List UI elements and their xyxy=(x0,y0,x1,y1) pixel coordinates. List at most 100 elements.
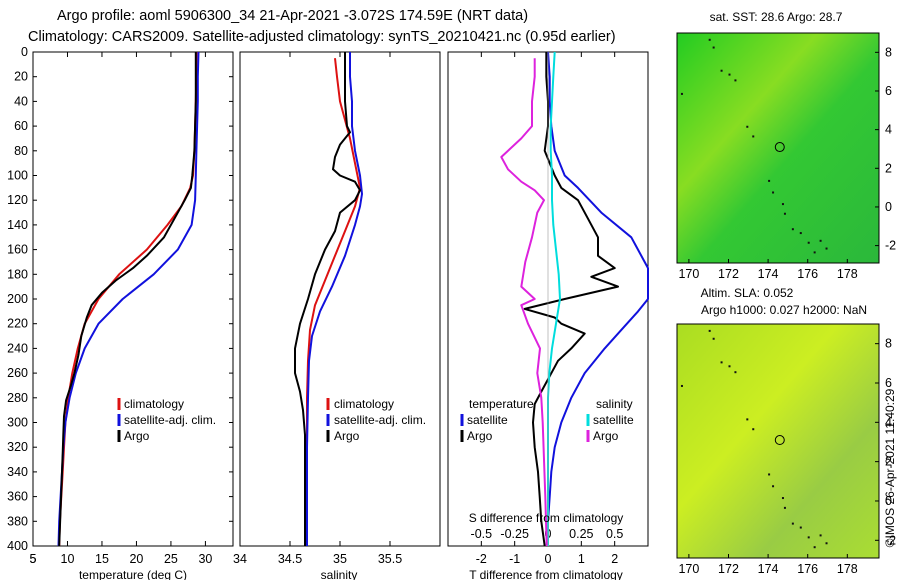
depth-tick-label: 360 xyxy=(7,490,28,504)
series-line-argo xyxy=(58,52,197,547)
legend-argo: Argo xyxy=(124,429,150,443)
legend-climatology: climatology xyxy=(334,397,394,411)
x-tick-label: -2 xyxy=(476,552,487,566)
map-lat-label: 8 xyxy=(885,45,892,59)
island-mark xyxy=(708,329,711,332)
depth-tick-label: 40 xyxy=(14,94,28,108)
island-mark xyxy=(768,473,771,476)
island-mark xyxy=(807,241,810,244)
map-lon-label: 178 xyxy=(837,267,858,281)
depth-tick-label: 60 xyxy=(14,119,28,133)
island-mark xyxy=(772,485,775,488)
s-tick-label: 0.5 xyxy=(606,527,623,541)
depth-tick-label: 280 xyxy=(7,391,28,405)
x-tick-label: 5 xyxy=(30,552,37,566)
depth-tick-label: 240 xyxy=(7,341,28,355)
legend-t-argo: Argo xyxy=(467,429,493,443)
legend-t-satellite: satellite xyxy=(467,413,508,427)
x-tick-label: 0 xyxy=(545,552,552,566)
title-line-1: Argo profile: aoml 5906300_34 21-Apr-202… xyxy=(57,8,528,24)
difference-panel: -2 -1 0 1 2 -0.5 -0.25 0 0.25 0.5 T difference f… xyxy=(447,51,649,580)
map-lon-label: 172 xyxy=(718,267,739,281)
legend-climatology: climatology xyxy=(124,397,184,411)
series-line-t-argo xyxy=(523,52,619,547)
x-tick-label: 34 xyxy=(233,552,247,566)
x-tick-label: 25 xyxy=(164,552,178,566)
difference-series xyxy=(500,51,649,547)
s-tick-label: -0.25 xyxy=(500,527,529,541)
map-lat-label: 0 xyxy=(885,200,892,214)
depth-tick-label: 380 xyxy=(7,514,28,528)
x-tick-label: 10 xyxy=(61,552,75,566)
salinity-series xyxy=(294,52,363,546)
sla-map-image xyxy=(676,323,880,559)
island-mark xyxy=(813,546,816,549)
island-mark xyxy=(781,203,784,206)
salinity-legend: climatology satellite-adj. clim. Argo xyxy=(326,397,426,443)
island-mark xyxy=(825,542,828,545)
island-mark xyxy=(680,92,683,95)
temperature-plot-area xyxy=(32,51,234,547)
depth-tick-label: 260 xyxy=(7,366,28,380)
map-lat-label: 6 xyxy=(885,84,892,98)
map-lat-label: -2 xyxy=(885,533,896,547)
depth-tick-label: 100 xyxy=(7,169,28,183)
salinity-panel: 34.5 35 35.5 34 salinity climatology satell… xyxy=(233,51,441,580)
x-tick-label: 35.5 xyxy=(378,552,402,566)
salinity-plot-area xyxy=(239,51,441,547)
map-lon-label: 172 xyxy=(718,562,739,576)
x-tick-label: -1 xyxy=(509,552,520,566)
depth-tick-label: 140 xyxy=(7,218,28,232)
x-tick-label: 35 xyxy=(333,552,347,566)
depth-tick-label: 220 xyxy=(7,317,28,331)
temperature-x-ticks: 5 10 15 20 25 305 xyxy=(30,52,212,566)
island-mark xyxy=(746,418,749,421)
legend-s-argo: Argo xyxy=(593,429,619,443)
island-mark xyxy=(752,135,755,138)
series-line-t-satellite xyxy=(547,51,649,546)
map-lat-label: 8 xyxy=(885,337,892,351)
t-difference-xlabel: T difference from climatology xyxy=(469,568,623,580)
depth-tick-label: 400 xyxy=(7,539,28,553)
map-lon-label: 170 xyxy=(678,267,699,281)
sla-map-title-1: Altim. SLA: 0.052 xyxy=(701,286,794,300)
imos-credit: ©IMOS 26-Apr-2021 11:40:29 xyxy=(883,388,897,547)
depth-tick-label: 80 xyxy=(14,144,28,158)
map-lon-label: 174 xyxy=(758,562,779,576)
x-tick-label: 15 xyxy=(95,552,109,566)
map-lon-label: 174 xyxy=(758,267,779,281)
map-lat-label: 0 xyxy=(885,494,892,508)
depth-tick-label: 120 xyxy=(7,193,28,207)
island-mark xyxy=(819,239,822,242)
temperature-difference-legend: temperature satellite Argo xyxy=(460,397,534,443)
sla-map-panel: Altim. SLA: 0.052 Argo h1000: 0.027 h200… xyxy=(676,286,896,576)
sst-map-ticks: 170 172 174 176 178 8 6 4 2 0 -2 xyxy=(678,45,896,281)
island-mark xyxy=(712,46,715,49)
depth-tick-label: 200 xyxy=(7,292,28,306)
depth-tick-label: 340 xyxy=(7,465,28,479)
sla-map-coastline xyxy=(680,329,828,549)
legend-temperature-header: temperature xyxy=(469,397,534,411)
depth-tick-label: 320 xyxy=(7,440,28,454)
island-mark xyxy=(680,384,683,387)
island-mark xyxy=(807,536,810,539)
salinity-difference-legend: salinity satellite Argo xyxy=(586,397,634,443)
island-mark xyxy=(768,179,771,182)
island-mark xyxy=(783,506,786,509)
island-mark xyxy=(708,38,711,41)
x-tick-label: 2 xyxy=(611,552,618,566)
temperature-panel: 0204060801001201401601802002202402602803… xyxy=(7,45,648,580)
island-mark xyxy=(819,534,822,537)
sla-map-title-2: Argo h1000: 0.027 h2000: NaN xyxy=(701,303,867,317)
difference-x-ticks: -2 -1 0 1 2 xyxy=(476,52,618,566)
map-lon-label: 176 xyxy=(797,267,818,281)
island-mark xyxy=(728,365,731,368)
map-lat-label: 2 xyxy=(885,161,892,175)
temperature-series xyxy=(57,51,200,547)
s-difference-label: S difference from climatology xyxy=(469,511,624,525)
x-tick-label: 5 xyxy=(30,552,37,566)
island-mark xyxy=(799,232,802,235)
sst-map-coastline xyxy=(680,38,828,254)
island-mark xyxy=(746,125,749,128)
